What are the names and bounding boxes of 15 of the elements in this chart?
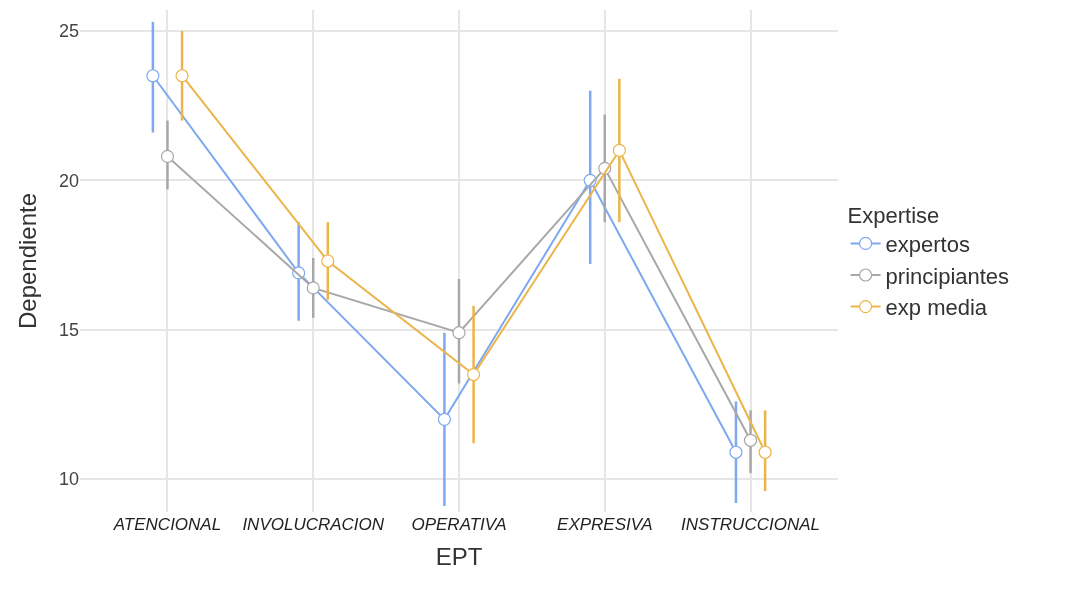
legend-title: Expertise (847, 202, 940, 228)
x-tick-label: INSTRUCCIONAL (681, 515, 820, 534)
x-tick-label: OPERATIVA (411, 515, 507, 534)
legend-label: principiantes (885, 263, 1010, 289)
y-tick-label: 25 (58, 21, 79, 42)
x-tick-label: INVOLUCRACION (242, 515, 385, 534)
y-tick-label: 20 (58, 170, 79, 191)
y-tick-label: 15 (58, 320, 79, 341)
y-axis-title: Dependiente (14, 192, 42, 330)
legend-label: expertos (885, 231, 970, 257)
x-tick-label: EXPRESIVA (557, 515, 653, 534)
legend-label: exp media (885, 295, 988, 321)
x-tick-label: ATENCIONAL (112, 515, 222, 534)
x-axis-title: EPT (435, 543, 483, 571)
y-tick-label: 10 (58, 469, 79, 490)
